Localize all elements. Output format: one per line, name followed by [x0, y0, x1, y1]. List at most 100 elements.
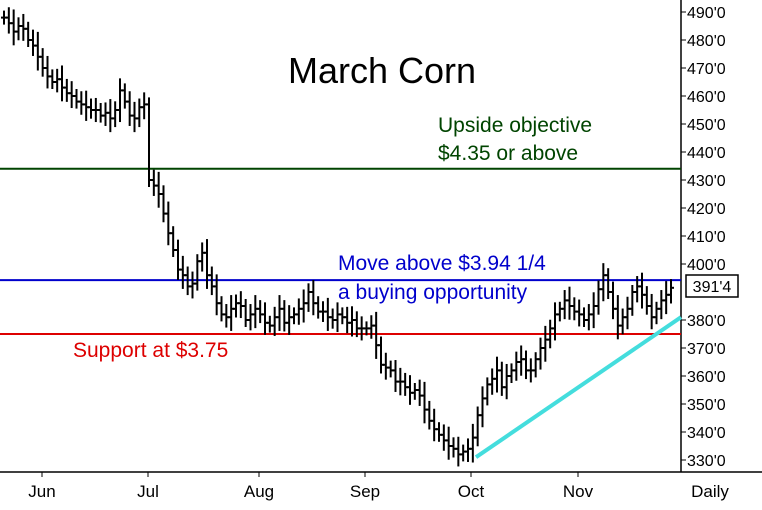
- price-bar: [469, 423, 476, 463]
- price-bar: [271, 306, 278, 336]
- price-bar: [305, 283, 312, 312]
- y-tick-label: 470'0: [687, 61, 726, 78]
- price-bar: [175, 239, 181, 280]
- price-bar: [179, 255, 186, 289]
- price-bar: [218, 296, 225, 322]
- price-bar: [556, 301, 563, 322]
- x-tick-label: Oct: [458, 482, 485, 501]
- y-tick-label: 450'0: [687, 117, 726, 134]
- price-bar: [605, 268, 612, 299]
- price-bar: [247, 304, 254, 331]
- price-bar: [262, 302, 268, 335]
- price-bar: [257, 300, 264, 324]
- x-tick-label: Jun: [28, 482, 55, 501]
- reference-line-label: Upside objective: [438, 114, 592, 137]
- price-bar: [523, 350, 529, 380]
- y-tick-label: 420'0: [687, 201, 726, 218]
- price-bar: [97, 103, 104, 123]
- price-bar: [102, 102, 109, 126]
- y-tick-label: 410'0: [687, 229, 726, 246]
- price-bar: [39, 48, 46, 77]
- price-bar: [479, 386, 486, 428]
- price-bar: [150, 169, 157, 196]
- price-bar: [440, 424, 447, 451]
- price-bar: [653, 301, 660, 325]
- last-price-label: 391'4: [693, 279, 732, 296]
- price-bar: [629, 285, 636, 316]
- price-bar: [508, 363, 515, 383]
- price-bar: [537, 337, 544, 370]
- price-bar: [561, 290, 568, 320]
- y-axis: 490'0 480'0 470'0 460'0 450'0 440'0 430'0 420'0…: [681, 5, 726, 470]
- price-bar: [489, 368, 496, 395]
- price-bar: [324, 297, 331, 331]
- price-bar: [223, 304, 230, 328]
- price-bar: [155, 171, 162, 208]
- price-bar: [600, 263, 607, 302]
- price-bar: [610, 281, 616, 320]
- price-bar: [639, 272, 645, 309]
- price-bar: [334, 302, 341, 333]
- price-bar: [465, 438, 471, 462]
- price-bar: [10, 9, 17, 46]
- price-bar: [204, 239, 210, 289]
- trendline-group: [474, 315, 683, 459]
- y-tick-label: 490'0: [687, 5, 726, 22]
- price-bar: [532, 352, 539, 378]
- price-bar: [378, 336, 384, 374]
- x-tick-label: Sep: [350, 482, 380, 501]
- price-bar: [436, 422, 442, 442]
- price-bar: [78, 91, 85, 115]
- price-bar: [498, 361, 505, 396]
- price-bar: [83, 90, 90, 121]
- price-bar: [44, 55, 51, 89]
- price-bar: [126, 91, 133, 126]
- x-tick-label: Nov: [563, 482, 594, 501]
- price-bar: [426, 400, 433, 430]
- x-tick-label: Jul: [137, 482, 159, 501]
- price-bar: [518, 345, 525, 376]
- price-bar: [402, 372, 409, 396]
- price-bar: [329, 308, 336, 329]
- price-bar: [281, 300, 288, 332]
- price-bar: [121, 83, 128, 109]
- price-bar: [242, 299, 249, 327]
- price-bar: [131, 101, 138, 133]
- price-bar: [266, 315, 273, 333]
- price-bar: [344, 306, 351, 334]
- price-bar: [141, 92, 148, 120]
- price-bar: [88, 98, 94, 119]
- price-bar: [295, 298, 302, 325]
- price-bar: [228, 295, 235, 331]
- price-bar: [170, 226, 177, 257]
- price-bar: [619, 308, 626, 335]
- price-bar: [54, 68, 61, 93]
- y-tick-label: 460'0: [687, 89, 726, 106]
- y-tick-label: 440'0: [687, 145, 726, 162]
- price-bar: [450, 437, 457, 458]
- price-bar: [286, 305, 293, 335]
- price-bar: [15, 17, 22, 41]
- price-bar: [117, 78, 123, 123]
- price-bar: [614, 295, 621, 340]
- last-price-box: [685, 274, 739, 298]
- price-bar: [160, 185, 167, 223]
- price-bar: [291, 307, 297, 325]
- reference-line-label: Support at $3.75: [73, 339, 228, 362]
- price-bar: [416, 379, 423, 406]
- price-bar: [368, 315, 375, 339]
- price-bar: [68, 81, 75, 109]
- price-bar: [237, 291, 244, 319]
- annotations: Upside objective $4.35 or above Move above…: [73, 114, 592, 362]
- price-bar: [648, 293, 655, 330]
- price-bar: [494, 356, 500, 393]
- price-bar: [643, 286, 650, 315]
- price-bar: [571, 297, 578, 321]
- price-bar: [59, 65, 65, 102]
- price-bar: [112, 101, 119, 128]
- price-bar: [542, 325, 549, 362]
- price-bars: [1, 7, 674, 467]
- y-tick-label: 360'0: [687, 369, 726, 386]
- price-bar: [146, 97, 152, 187]
- price-bar: [25, 21, 32, 47]
